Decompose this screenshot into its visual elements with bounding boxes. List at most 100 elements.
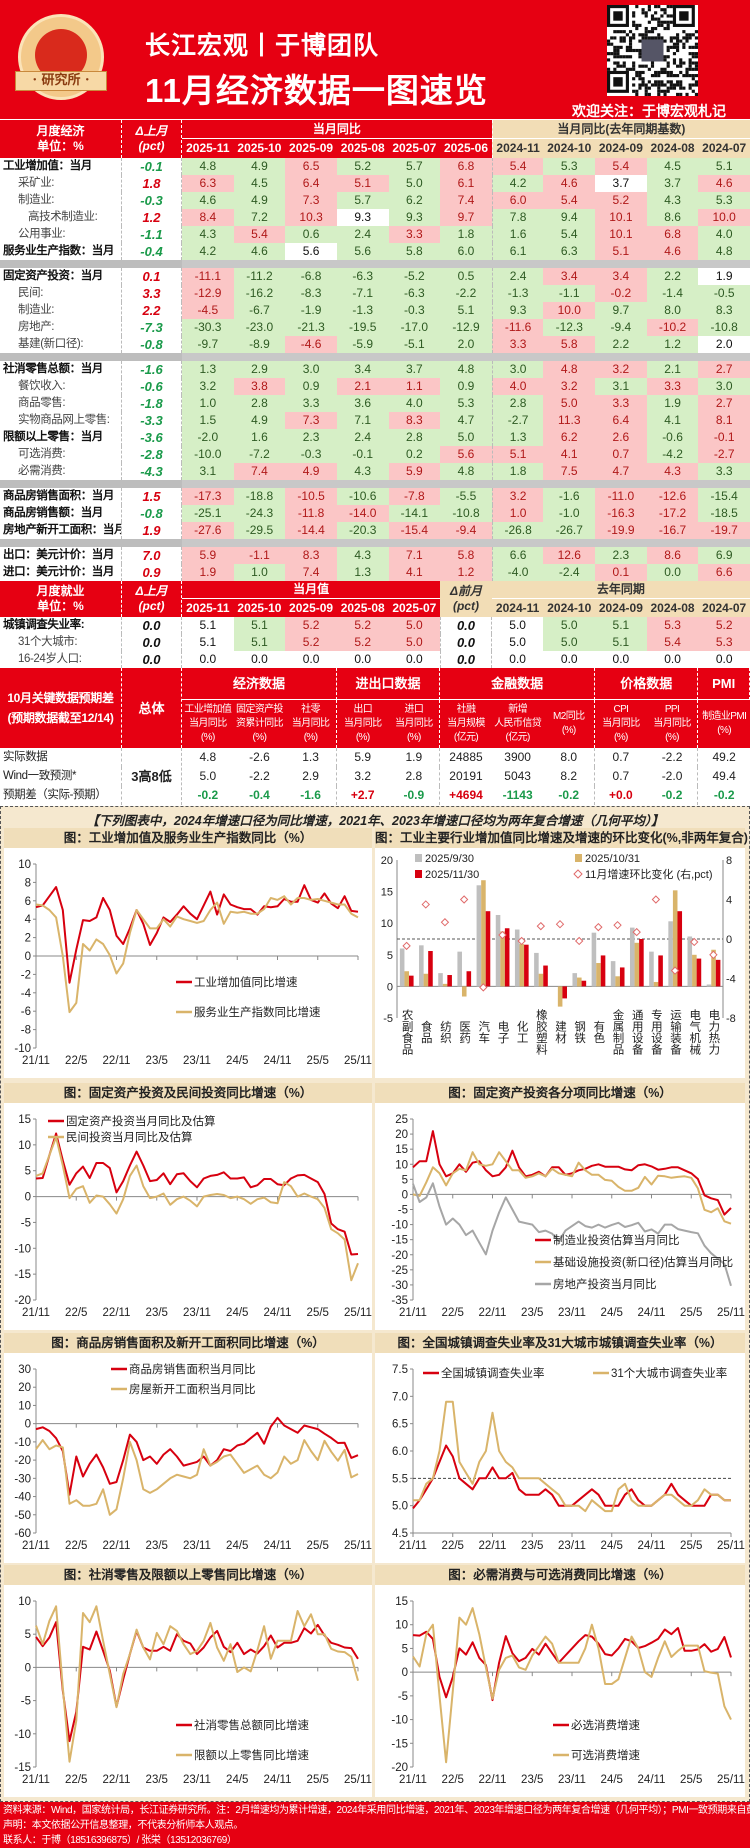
footer-source: 资料来源：Wind，国家统计局，长江证券研究所。注：2月增速均为累计增速，202…	[3, 1805, 750, 1816]
data-cell: 4.5	[233, 175, 286, 192]
data-cell: 1.3	[491, 429, 544, 446]
column-name-2: 当月同比	[395, 718, 433, 729]
data-cell: 4.9	[233, 158, 286, 175]
qr-module	[635, 26, 639, 31]
y-tick-label: -60	[14, 1528, 31, 1540]
group-separator	[0, 480, 750, 488]
qr-module	[638, 83, 642, 87]
x-tick-label: 22/11	[103, 1540, 131, 1552]
data-cell: 4.2	[182, 243, 234, 260]
series-line-2	[412, 1182, 732, 1287]
header-label-2: 单位：%	[37, 139, 84, 153]
data-cell: 5.4	[491, 158, 544, 175]
bar-2025/10/31	[519, 944, 525, 987]
qr-module	[669, 86, 673, 90]
qr-code-icon[interactable]	[607, 5, 698, 96]
chart-svg: -20 -15 -10 -5 0 5 10 15 21/11 22/5 22/11 23/5 23/11…	[391, 1596, 745, 1786]
chart-panel: 图：工业主要行业增加值同比增速及增速的环比变化(%,非两年复合) -5 0 5 10 15…	[375, 828, 748, 1078]
qr-module	[635, 89, 639, 93]
data-cell: 9.3	[491, 302, 544, 319]
qr-module	[619, 64, 623, 68]
employment-group-base: 去年同期	[491, 581, 750, 599]
data-cell: 1.8	[440, 226, 492, 243]
data-cell: 4.5	[646, 158, 699, 175]
data-cell: 4.2	[491, 175, 544, 192]
data-cell: 5.1	[595, 617, 647, 634]
qr-module	[682, 36, 686, 40]
qr-module	[694, 74, 698, 78]
legend-label: 限额以上零售同比增速	[194, 1748, 309, 1762]
qr-module	[676, 48, 680, 53]
employment-date-2025-11: 2025-11	[182, 599, 234, 617]
bar-2025/11/30	[485, 911, 491, 987]
qr-module	[635, 5, 639, 9]
qr-module	[682, 86, 686, 90]
header-date-2025-11: 2025-11	[182, 139, 234, 158]
data-cell: -1.1	[543, 285, 596, 302]
qr-module	[654, 80, 658, 84]
qr-module	[638, 74, 642, 78]
data-cell: -16.2	[233, 285, 286, 302]
bar-2025/10/31	[615, 976, 620, 987]
qr-module	[672, 36, 677, 40]
qr-module	[644, 83, 648, 87]
data-cell: 5.0	[543, 395, 596, 412]
chart-title: 图：固定资产投资及民间投资同比增速（%）	[4, 1083, 372, 1103]
expectation-column-header: 工业增加值 当月同比 (%)	[182, 700, 234, 748]
employment-date-2024-08: 2024-08	[646, 599, 699, 617]
data-cell: -1.6	[543, 488, 596, 505]
column-unit: (%)	[614, 732, 628, 743]
bar-2025/11/30	[639, 939, 644, 987]
bar-2025/9/30	[534, 952, 539, 987]
data-cell: 5.2	[336, 158, 389, 175]
data-cell: 2.4	[336, 226, 389, 243]
data-cell: 4.8	[182, 158, 234, 175]
y-tick-label: 0	[402, 1667, 408, 1679]
qr-module	[672, 74, 677, 78]
data-cell: 5.1	[182, 617, 234, 634]
y-tick-label: 15	[381, 887, 393, 899]
employment-header-label: 月度就业 单位：%	[0, 581, 122, 617]
data-cell: 10.3	[285, 209, 337, 226]
qr-module	[688, 83, 692, 87]
qr-module	[613, 55, 617, 59]
data-cell: -0.3	[388, 302, 441, 319]
data-cell: 5.4	[543, 226, 596, 243]
expectation-column-header: M2同比 (%)	[543, 700, 596, 748]
data-cell: 12.6	[543, 547, 596, 564]
bar-2025/11/30	[504, 928, 510, 987]
qr-module	[663, 92, 667, 96]
qr-module	[672, 52, 677, 56]
data-cell: 6.4	[595, 412, 647, 429]
qr-module	[663, 89, 667, 93]
qr-module	[644, 33, 648, 37]
data-cell: 2.8	[388, 429, 441, 446]
expectation-cell: 8.0	[543, 748, 596, 767]
bar-2025/10/31	[711, 949, 716, 987]
y-tick-label: 20	[18, 1382, 31, 1394]
data-cell: 5.0	[440, 429, 492, 446]
qr-module	[635, 92, 639, 96]
data-cell: -6.8	[285, 268, 337, 285]
data-cell: 6.8	[646, 226, 699, 243]
expectation-row-label: Wind一致预测*	[0, 767, 122, 786]
bar-2025/9/30	[591, 932, 597, 987]
data-cell: 0.9	[285, 378, 337, 395]
series-line-1	[412, 1607, 732, 1764]
data-cell: 5.8	[388, 243, 441, 260]
qr-module	[644, 64, 648, 68]
expectation-cell: 3900	[504, 750, 531, 764]
data-cell: -20.3	[336, 522, 389, 539]
data-cell: 2.6	[595, 429, 647, 446]
qr-module	[679, 92, 683, 96]
bar-2025/11/30	[466, 971, 472, 987]
data-cell: -27.6	[182, 522, 234, 539]
qr-module	[635, 48, 639, 53]
table-row: 固定资产投资：当月 0.1 -11.1 -11.2 -6.8 -6.3 -5.2 0.5 2.4…	[0, 268, 750, 285]
expectation-cell: -0.2	[543, 786, 596, 805]
data-cell: 0.0	[646, 564, 699, 581]
chart-title: 图：必需消费与可选消费同比增速（%）	[375, 1565, 745, 1585]
row-delta-prev: 0.0	[440, 651, 492, 668]
y-tick-label: -15	[14, 1762, 31, 1774]
table-row: 房地产: -7.3 -30.3 -23.0 -21.3 -19.5 -17.0 -12.9 -1…	[0, 319, 750, 336]
